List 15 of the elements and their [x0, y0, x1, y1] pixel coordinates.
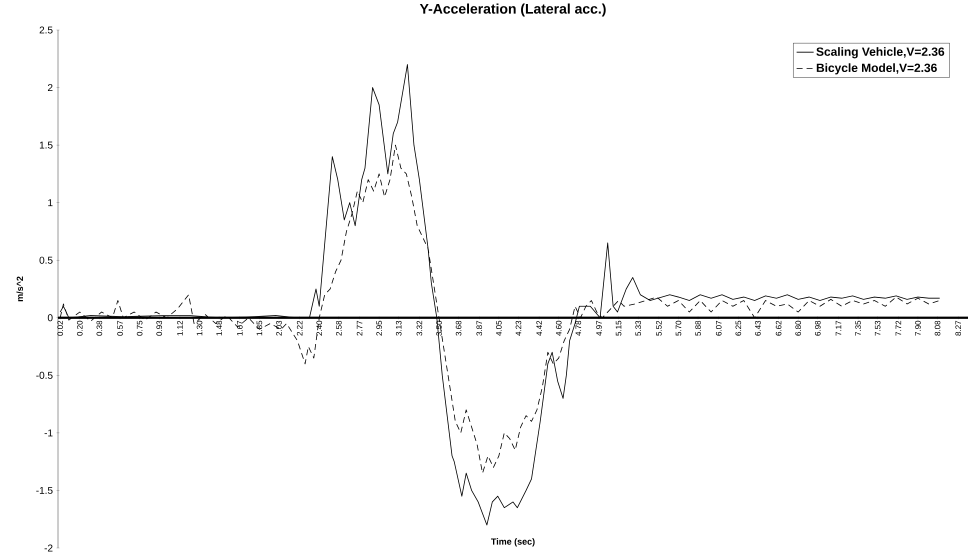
y-tick-label: 0 — [48, 314, 53, 322]
legend-label: Scaling Vehicle,V=2.36 — [816, 47, 944, 58]
y-tick-label: -1.5 — [36, 486, 53, 494]
y-tick-label: -0.5 — [36, 372, 53, 379]
y-tick-label: 2 — [48, 84, 52, 92]
legend-label: Bicycle Model,V=2.36 — [816, 63, 937, 74]
y-tick-label: 1 — [48, 199, 53, 206]
x-axis-title: Time (sec) — [491, 538, 535, 546]
y-tick-label: 2.5 — [40, 26, 53, 34]
y-tick-label: 1.5 — [40, 142, 53, 149]
y-axis-title: m/s^2 — [16, 276, 24, 302]
chart-title: Y-Acceleration (Lateral acc.) — [420, 3, 606, 16]
y-tick-label: -2 — [44, 544, 52, 552]
y-tick-label: 0.5 — [40, 256, 53, 264]
y-tick-label: -1 — [44, 429, 53, 436]
